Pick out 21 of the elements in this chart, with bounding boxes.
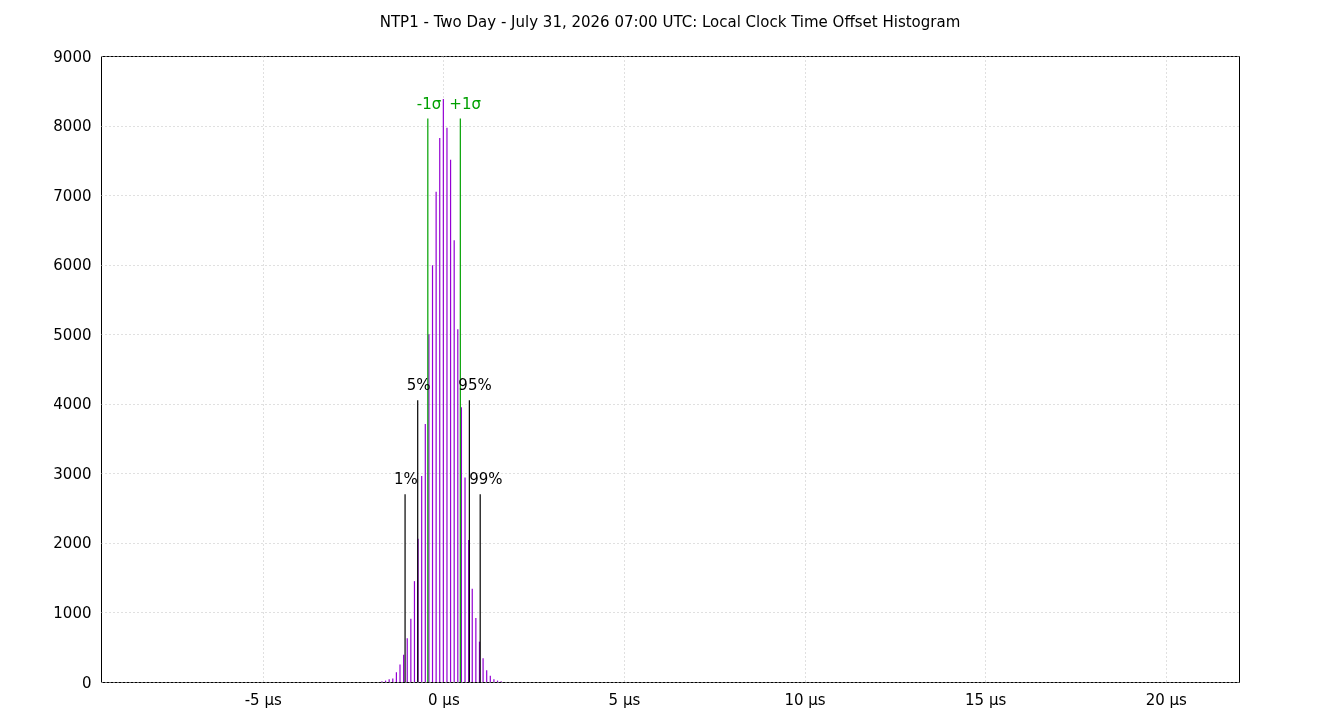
y-tick-label: 0 <box>81 673 92 692</box>
y-tick-label: 7000 <box>53 186 92 205</box>
y-tick-label: 9000 <box>53 47 92 66</box>
annotation: -1σ <box>416 94 442 113</box>
annotation: 99% <box>469 470 503 489</box>
annotation: +1σ <box>449 94 482 113</box>
x-tick-label: 20 µs <box>1145 690 1188 709</box>
y-tick-label: 1000 <box>53 603 92 622</box>
y-tick-label: 3000 <box>53 464 92 483</box>
x-tick-label: -5 µs <box>244 690 282 709</box>
y-tick-label: 4000 <box>53 395 92 414</box>
chart-title: NTP1 - Two Day - July 31, 2026 07:00 UTC: Local Clock Time Offset Histogram <box>379 13 961 31</box>
x-tick-label: 10 µs <box>784 690 826 709</box>
x-tick-label: 0 µs <box>428 690 460 709</box>
x-tick-label: 5 µs <box>608 690 641 709</box>
y-tick-label: 6000 <box>53 256 92 275</box>
y-tick-label: 5000 <box>53 325 92 344</box>
y-tick-label: 8000 <box>53 117 92 136</box>
annotation: 1% <box>394 470 418 489</box>
y-tick-label: 2000 <box>53 534 92 553</box>
x-tick-label: 15 µs <box>965 690 1007 709</box>
